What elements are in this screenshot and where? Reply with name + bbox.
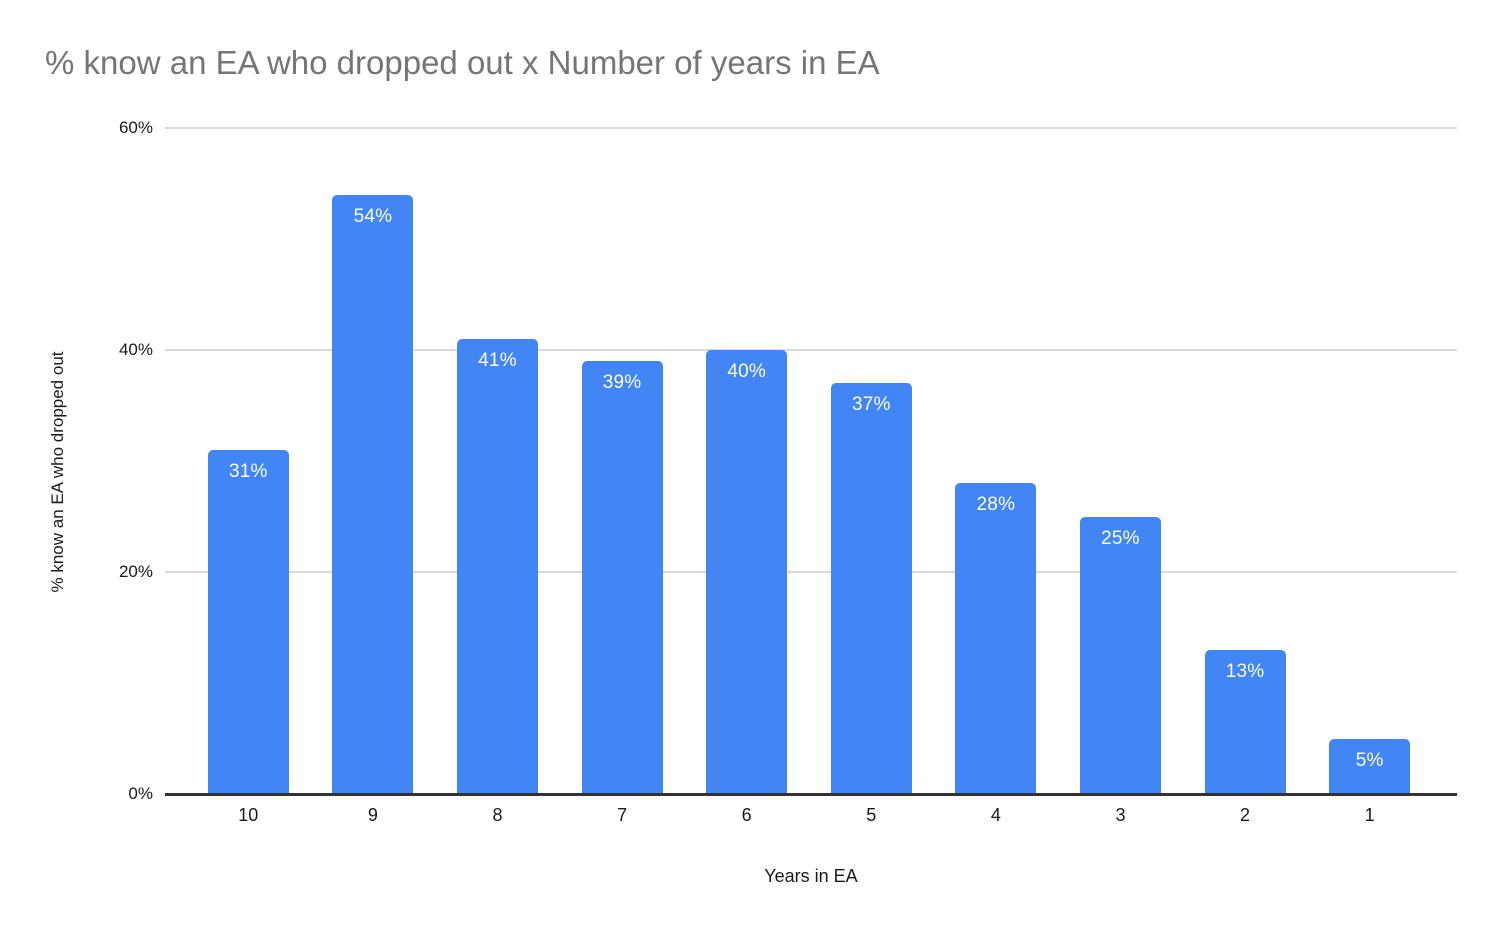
- bar: 31%: [207, 449, 289, 794]
- bar-slot: 28%: [934, 128, 1059, 794]
- bar-slot: 41%: [435, 128, 560, 794]
- y-tick-label: 20%: [118, 562, 153, 581]
- bar-value-label: 31%: [228, 460, 268, 482]
- bar: 28%: [955, 483, 1037, 794]
- bar: 25%: [1079, 516, 1161, 794]
- bar: 13%: [1204, 649, 1286, 794]
- x-tick-label: 7: [617, 805, 628, 825]
- x-axis-ticks: 10 9 8 7 6 5 4 3 2 1: [186, 805, 1432, 826]
- x-tick-label: 5: [866, 805, 877, 825]
- bar-slot: 25%: [1058, 128, 1183, 794]
- y-tick-label: 40%: [118, 340, 153, 359]
- bar: 39%: [581, 361, 663, 794]
- bar-value-label: 37%: [851, 394, 891, 416]
- bar: 40%: [706, 350, 788, 794]
- x-tick-label: 2: [1240, 805, 1251, 825]
- bar-slot: 54%: [311, 128, 436, 794]
- bar-value-label: 25%: [1101, 527, 1140, 549]
- bar-value-label: 39%: [602, 372, 642, 394]
- bar-slot: 13%: [1183, 128, 1308, 794]
- chart-title: % know an EA who dropped out x Number of…: [45, 44, 880, 81]
- plot-area: 31% 54% 41% 39% 40% 37% 28% 25% 13% 5%: [165, 127, 1457, 796]
- bar-slot: 39%: [560, 128, 685, 794]
- y-tick-label: 60%: [118, 118, 153, 137]
- bar-value-label: 28%: [976, 494, 1016, 516]
- x-tick-label: 3: [1115, 805, 1126, 825]
- x-axis-title: Years in EA: [764, 866, 858, 886]
- bar-value-label: 54%: [353, 205, 393, 227]
- y-axis-title: % know an EA who dropped out: [48, 351, 67, 593]
- x-tick-label: 6: [741, 805, 752, 825]
- gridline: [165, 349, 1457, 351]
- bar-value-label: 13%: [1225, 660, 1265, 682]
- gridline: [165, 571, 1457, 573]
- bar-value-label: 5%: [1355, 749, 1384, 771]
- x-tick-label: 10: [238, 805, 259, 825]
- bar-slot: 40%: [684, 128, 809, 794]
- x-tick-label: 8: [492, 805, 503, 825]
- bar: 54%: [332, 194, 414, 794]
- bar-value-label: 41%: [478, 349, 517, 371]
- gridline: [165, 127, 1457, 129]
- bar-value-label: 40%: [727, 361, 766, 382]
- bar-slot: 5%: [1307, 128, 1432, 794]
- x-axis-line: [165, 793, 1457, 796]
- x-tick-label: 9: [367, 805, 378, 825]
- bars-layer: 31% 54% 41% 39% 40% 37% 28% 25% 13% 5%: [186, 128, 1432, 794]
- x-tick-label: 1: [1364, 805, 1375, 825]
- x-tick-label: 4: [990, 805, 1001, 825]
- y-tick-label: 0%: [128, 784, 153, 803]
- bar: 41%: [456, 338, 538, 794]
- bar: 5%: [1329, 738, 1411, 794]
- bar: 37%: [830, 383, 912, 794]
- bar-slot: 37%: [809, 128, 934, 794]
- bar-slot: 31%: [186, 128, 311, 794]
